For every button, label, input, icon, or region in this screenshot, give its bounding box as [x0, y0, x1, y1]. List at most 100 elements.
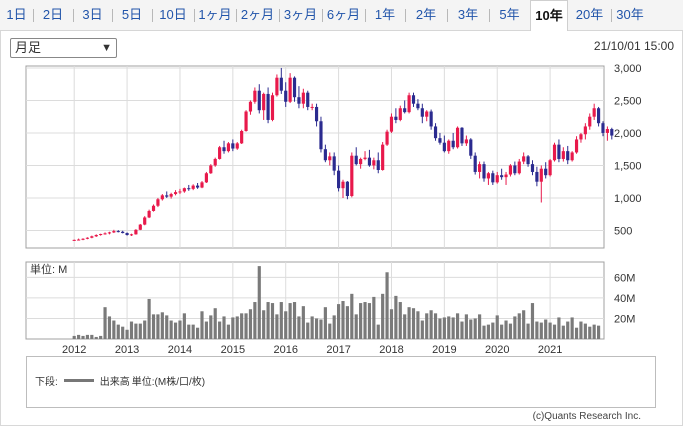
candle-body [403, 108, 407, 113]
candle-body [345, 181, 349, 196]
candle-body [372, 160, 376, 166]
candle-body [314, 106, 319, 122]
tab-2[interactable]: 3日 [73, 0, 112, 30]
volume-bar [491, 322, 495, 339]
candle-body [195, 185, 200, 188]
candle-body [394, 116, 398, 120]
volume-bar [99, 335, 103, 339]
volume-y-tick-label: 40M [614, 293, 635, 305]
volume-bar [574, 327, 579, 339]
candle-body [222, 147, 226, 152]
volume-bar [121, 326, 125, 339]
candle-body [116, 231, 120, 233]
candle-body [257, 90, 261, 111]
candle-body [94, 235, 98, 237]
volume-unit-label: 単位: M [30, 262, 67, 276]
candle-body [226, 143, 231, 152]
volume-bar [147, 298, 151, 339]
candle-body [451, 140, 455, 148]
candle-body [530, 164, 535, 172]
candle-body [552, 144, 557, 161]
tab-4[interactable]: 10日 [152, 0, 194, 30]
volume-bar [345, 306, 349, 339]
volume-bar [359, 303, 363, 339]
candle-period-select[interactable]: 月足 ▼ [10, 38, 117, 58]
tab-0[interactable]: 1日 [6, 7, 27, 22]
volume-bar [226, 324, 231, 339]
candle-body [143, 217, 147, 225]
volume-bar [231, 317, 235, 339]
candle-body [548, 160, 552, 176]
candle-body [416, 103, 420, 109]
candle-body [248, 101, 253, 112]
candle-body [429, 111, 433, 127]
price-y-tick-label: 1,000 [614, 193, 642, 205]
volume-bar [222, 316, 226, 339]
candle-body [275, 77, 279, 96]
candle-body [279, 77, 283, 91]
candle-body [469, 139, 473, 156]
candle-body [433, 126, 438, 139]
candle-body [605, 129, 609, 133]
x-tick-label: 2019 [432, 344, 456, 356]
candle-body [332, 156, 336, 171]
chevron-down-icon: ▼ [101, 42, 112, 54]
candle-body [310, 106, 314, 108]
volume-bar [508, 323, 513, 339]
candle-body [147, 210, 151, 218]
volume-bar [482, 325, 486, 339]
volume-bar [526, 323, 530, 339]
tab-3[interactable]: 5日 [112, 0, 152, 30]
volume-bar [394, 295, 398, 339]
x-tick-label: 2012 [62, 344, 86, 356]
tab-8[interactable]: 6ヶ月 [322, 0, 365, 30]
tab-11[interactable]: 3年 [447, 0, 489, 30]
volume-bar [367, 303, 372, 339]
candle-body [178, 191, 182, 193]
candle-body [579, 134, 583, 140]
candle-body [495, 175, 499, 183]
candle-body [121, 231, 125, 234]
volume-bar [112, 320, 116, 339]
volume-bar [328, 323, 332, 339]
price-y-tick-label: 2,500 [614, 95, 642, 107]
candle-body [504, 174, 508, 178]
volume-bar [579, 321, 583, 339]
candle-body [359, 158, 363, 165]
tab-14[interactable]: 20年 [575, 7, 604, 22]
volume-bar [306, 322, 310, 339]
tab-13[interactable]: 10年 [530, 0, 568, 31]
tab-6[interactable]: 2ヶ月 [236, 0, 279, 30]
tab-12[interactable]: 5年 [489, 0, 530, 30]
candle-body [107, 232, 112, 234]
volume-bar [169, 320, 173, 339]
candle-body [182, 188, 186, 192]
volume-bar [486, 324, 491, 339]
volume-bar [213, 308, 217, 339]
candle-body [539, 168, 543, 182]
volume-bar [363, 302, 367, 339]
candle-body [90, 236, 94, 238]
volume-bar [566, 321, 570, 339]
volume-bar [72, 335, 76, 339]
legend-series-label: 出来高 [99, 377, 130, 388]
tab-7[interactable]: 3ヶ月 [279, 0, 322, 30]
candle-body [596, 108, 601, 124]
candle-body [103, 233, 107, 235]
volume-bar [195, 327, 200, 339]
volume-bar [151, 314, 156, 339]
volume-bar [266, 302, 270, 339]
tab-15[interactable]: 30年 [611, 0, 649, 30]
tab-5[interactable]: 1ヶ月 [194, 0, 236, 30]
candle-body [240, 131, 244, 144]
x-tick-label: 2013 [115, 344, 139, 356]
tab-10[interactable]: 2年 [405, 0, 447, 30]
x-tick-label: 2020 [485, 344, 509, 356]
tab-1[interactable]: 2日 [33, 0, 73, 30]
volume-bar [178, 320, 182, 339]
candle-body [570, 152, 574, 161]
volume-bar [235, 316, 239, 339]
tab-9[interactable]: 1年 [365, 0, 405, 30]
candle-body [235, 143, 239, 149]
volume-bar [403, 314, 407, 339]
